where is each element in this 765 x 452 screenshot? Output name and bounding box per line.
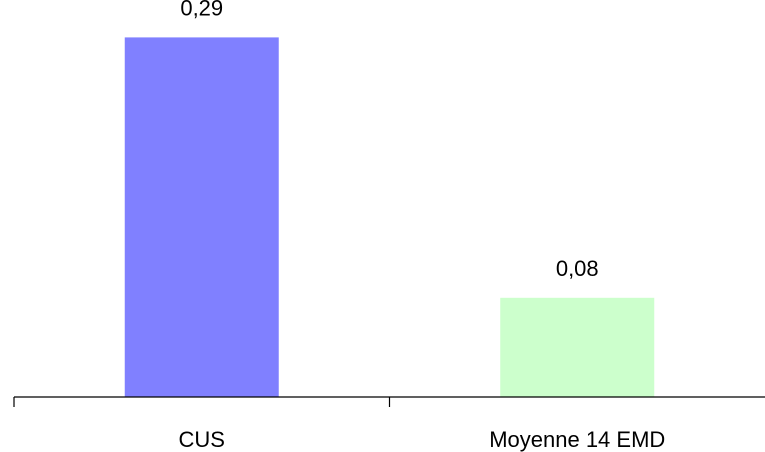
value-labels-layer: 0,29 0,08 (180, 0, 598, 281)
bar (500, 297, 655, 397)
x-tick-label: Moyenne 14 EMD (489, 427, 665, 452)
data-label: 0,08 (556, 256, 599, 281)
bar (124, 37, 279, 398)
x-tick-label: CUS (179, 427, 225, 452)
data-label: 0,29 (180, 0, 223, 20)
x-axis-ticks (13, 397, 391, 407)
bars-layer (124, 37, 655, 398)
category-labels-layer: CUS Moyenne 14 EMD (179, 427, 666, 452)
